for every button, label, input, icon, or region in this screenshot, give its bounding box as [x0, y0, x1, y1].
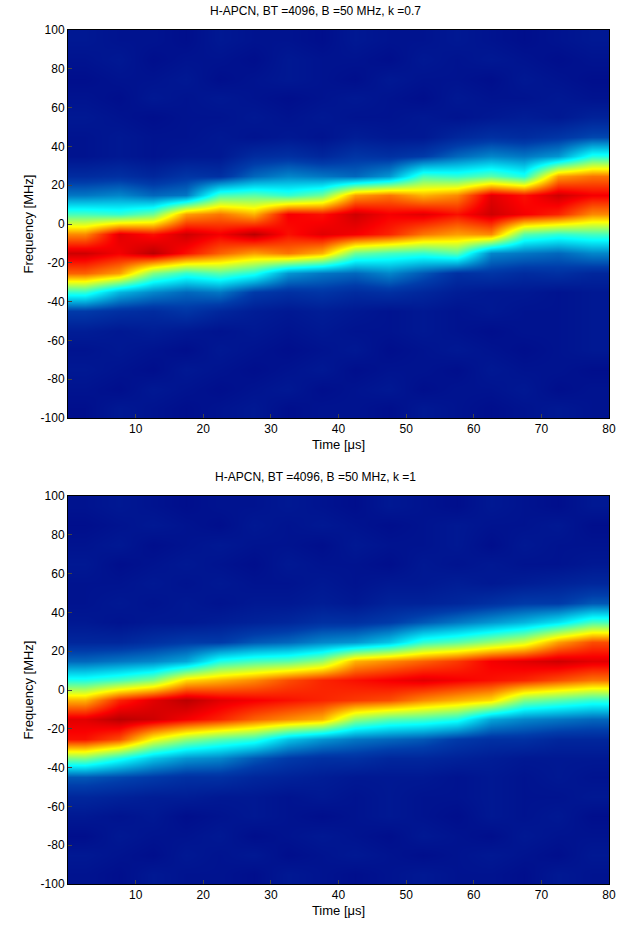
svg-text:20: 20 — [197, 888, 211, 902]
svg-text:-60: -60 — [47, 800, 65, 814]
svg-text:Time [μs]: Time [μs] — [312, 437, 365, 452]
svg-text:0: 0 — [58, 683, 65, 697]
svg-text:80: 80 — [602, 422, 616, 436]
svg-text:10: 10 — [129, 888, 143, 902]
svg-text:60: 60 — [467, 422, 481, 436]
svg-text:20: 20 — [51, 178, 65, 192]
svg-text:50: 50 — [399, 422, 413, 436]
svg-text:50: 50 — [399, 888, 413, 902]
svg-text:60: 60 — [51, 101, 65, 115]
svg-text:70: 70 — [535, 422, 549, 436]
svg-text:100: 100 — [45, 489, 65, 503]
svg-text:80: 80 — [602, 888, 616, 902]
svg-text:40: 40 — [332, 422, 346, 436]
svg-text:Frequency [MHz]: Frequency [MHz] — [21, 641, 36, 740]
svg-text:-80: -80 — [47, 838, 65, 852]
svg-text:Time [μs]: Time [μs] — [312, 903, 365, 918]
svg-text:H-APCN, BT =4096, B =50 MHz, k: H-APCN, BT =4096, B =50 MHz, k =0.7 — [210, 4, 421, 18]
svg-text:-20: -20 — [47, 256, 65, 270]
svg-text:20: 20 — [51, 644, 65, 658]
svg-text:-20: -20 — [47, 722, 65, 736]
svg-text:80: 80 — [51, 528, 65, 542]
svg-text:-40: -40 — [47, 761, 65, 775]
svg-text:20: 20 — [197, 422, 211, 436]
svg-text:10: 10 — [129, 422, 143, 436]
svg-text:-80: -80 — [47, 372, 65, 386]
svg-text:70: 70 — [535, 888, 549, 902]
svg-text:60: 60 — [467, 888, 481, 902]
svg-text:40: 40 — [51, 606, 65, 620]
svg-text:30: 30 — [264, 888, 278, 902]
svg-text:Frequency [MHz]: Frequency [MHz] — [21, 175, 36, 274]
svg-text:0: 0 — [58, 217, 65, 231]
svg-text:40: 40 — [332, 888, 346, 902]
svg-text:100: 100 — [45, 23, 65, 37]
svg-text:80: 80 — [51, 62, 65, 76]
svg-text:-60: -60 — [47, 334, 65, 348]
svg-text:-40: -40 — [47, 295, 65, 309]
svg-text:-100: -100 — [41, 411, 65, 425]
svg-text:H-APCN, BT =4096, B =50 MHz, k: H-APCN, BT =4096, B =50 MHz, k =1 — [215, 470, 416, 484]
svg-text:30: 30 — [264, 422, 278, 436]
svg-text:60: 60 — [51, 567, 65, 581]
svg-text:-100: -100 — [41, 877, 65, 891]
svg-text:40: 40 — [51, 140, 65, 154]
